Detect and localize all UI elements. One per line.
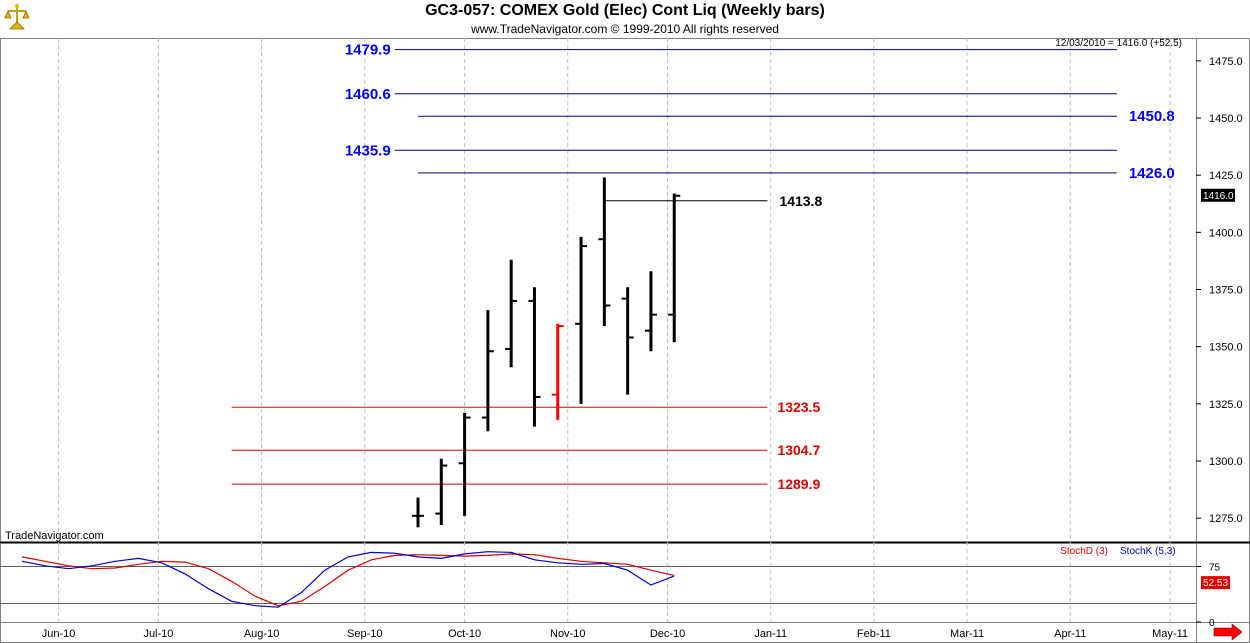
price-tick-label: 1350.0 [1209,342,1243,354]
month-tick-label: Feb-11 [857,628,891,640]
last-price-label: 1416.0 [1203,191,1234,202]
month-tick-label: Mar-11 [950,628,984,640]
month-tick-label: Aug-10 [244,628,279,640]
level-label: 1460.6 [345,86,391,103]
scroll-right-arrow-icon[interactable] [1213,623,1243,641]
level-label: 1289.9 [777,476,820,492]
stoch-tick-label: 75 [1209,563,1221,574]
price-tick-label: 1375.0 [1209,285,1243,297]
last-price-box [1201,188,1235,202]
month-tick-label: Jun-10 [42,628,76,640]
month-tick-label: Jul-10 [143,628,173,640]
stoch-value-box [1201,576,1230,590]
level-label: 1426.0 [1129,165,1175,182]
month-tick-label: May-11 [1152,628,1188,640]
month-tick-label: Apr-11 [1054,628,1086,640]
chart-title: GC3-057: COMEX Gold (Elec) Cont Liq (Wee… [425,2,825,19]
level-label: 1450.8 [1129,108,1175,125]
price-tick-label: 1475.0 [1209,56,1243,68]
level-label: 1323.5 [777,399,820,415]
last-bar-info: 12/03/2010 = 1416.0 (+52.5) [1055,38,1182,49]
price-tick-label: 1400.0 [1209,227,1243,239]
month-tick-label: Nov-10 [550,628,585,640]
month-tick-label: Dec-10 [650,628,685,640]
level-label: 1479.9 [345,42,391,59]
stoch-value-label: 52.53 [1203,578,1228,589]
month-tick-label: Jan-11 [754,628,787,640]
price-tick-label: 1450.0 [1209,113,1243,125]
copyright-subtitle: www.TradeNavigator.com © 1999-2010 All r… [471,22,779,36]
stoch-tick-label: 0 [1209,618,1215,629]
stoch-line-d [21,553,675,607]
month-tick-label: Sep-10 [347,628,382,640]
tradenavigator-logo-icon [4,3,30,36]
price-tick-label: 1275.0 [1209,513,1243,525]
stoch-line-k [21,551,675,608]
legend-stochd: StochD (3) [1060,546,1108,557]
watermark-label: TradeNavigator.com [5,530,104,542]
month-tick-label: Oct-10 [448,628,481,640]
level-label: 1435.9 [345,142,391,159]
price-tick-label: 1425.0 [1209,170,1243,182]
price-tick-label: 1300.0 [1209,456,1243,468]
price-tick-label: 1325.0 [1209,399,1243,411]
level-label: 1304.7 [777,442,820,458]
level-label: 1413.8 [779,193,822,209]
legend-stochk: StochK (5,3) [1120,546,1176,557]
